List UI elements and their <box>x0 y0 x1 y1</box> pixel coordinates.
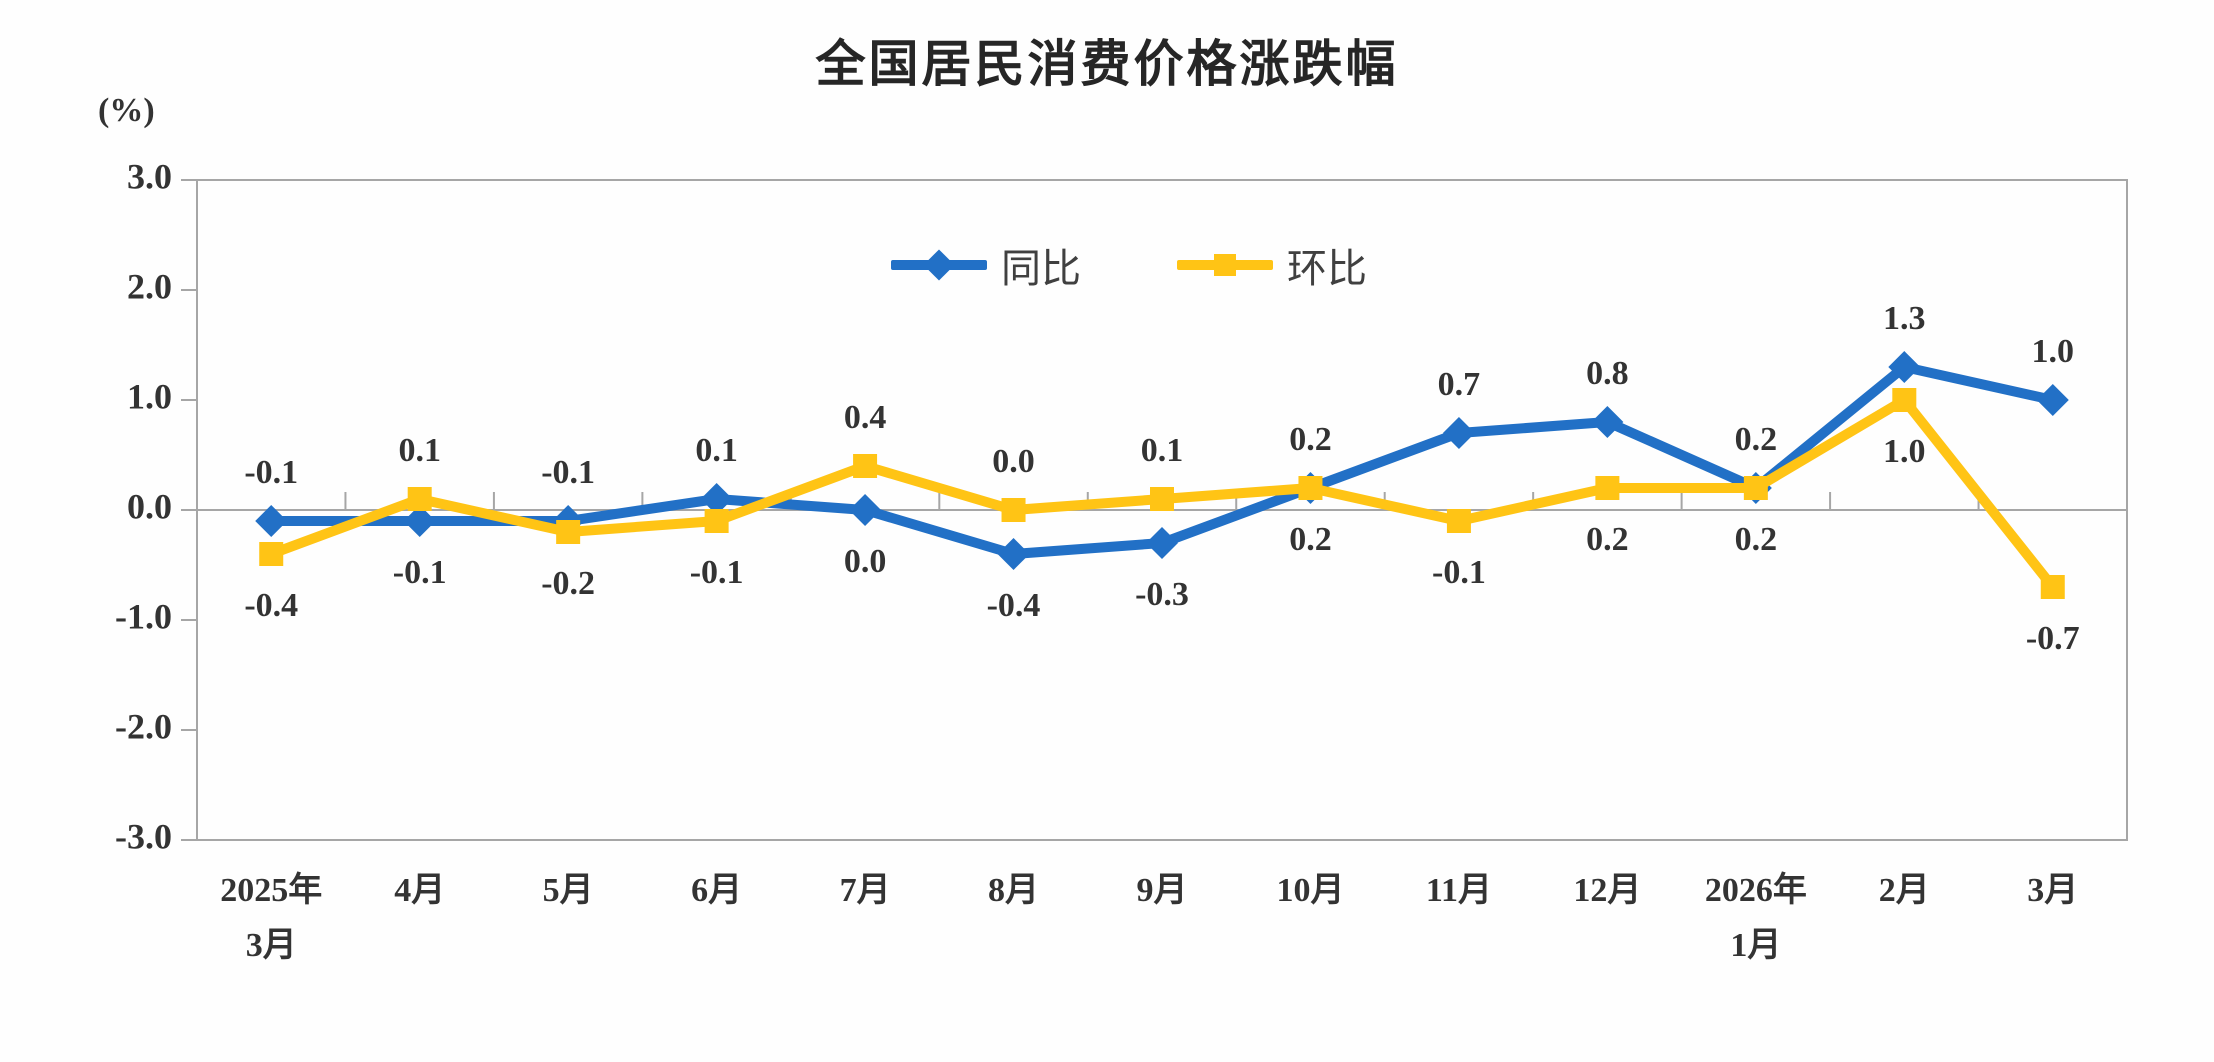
x-axis-category-label: 2025年 <box>220 871 322 909</box>
yoy-data-label: 1.3 <box>1883 300 1926 337</box>
yoy-marker-diamond <box>1442 417 1475 449</box>
mom-data-label: 0.1 <box>398 432 441 469</box>
mom-data-label: 0.1 <box>1141 432 1184 469</box>
chart-title: 全国居民消费价格涨跌幅 <box>815 36 1399 92</box>
chart-legend: 同比 环比 <box>891 236 1367 294</box>
legend-square-marker-icon <box>1214 254 1236 276</box>
yoy-data-label: -0.1 <box>393 554 447 591</box>
yoy-marker-diamond <box>849 494 882 526</box>
yoy-marker-diamond <box>997 538 1030 570</box>
mom-data-label: 0.2 <box>1586 521 1629 558</box>
mom-data-label: 0.4 <box>844 399 887 436</box>
yoy-data-label: -0.3 <box>1135 576 1189 613</box>
x-axis-category-label: 10月 <box>1276 872 1344 909</box>
y-axis-tick-label: 1.0 <box>127 376 172 416</box>
mom-data-label: 0.2 <box>1735 521 1778 558</box>
yoy-data-label: 0.7 <box>1438 366 1481 403</box>
mom-data-label: -0.1 <box>1432 554 1486 591</box>
yoy-marker-diamond <box>700 483 733 515</box>
x-axis-category-label: 8月 <box>988 872 1039 909</box>
yoy-marker-diamond <box>403 505 436 537</box>
legend-item-yoy: 同比 <box>891 236 1081 294</box>
x-axis-category-label: 11月 <box>1426 872 1492 909</box>
y-axis-tick-label: 2.0 <box>127 266 172 306</box>
y-axis-tick-label: 0.0 <box>127 486 172 526</box>
x-axis-category-label: 2026年 <box>1705 871 1807 909</box>
mom-data-label: -0.4 <box>244 587 298 624</box>
x-axis-category-label: 1月 <box>1730 927 1781 964</box>
yoy-marker-diamond <box>255 505 288 537</box>
mom-data-label: 1.0 <box>1883 433 1926 470</box>
yoy-data-label: -0.1 <box>541 454 595 491</box>
legend-diamond-marker-icon <box>923 249 955 281</box>
x-axis-category-label: 2月 <box>1879 872 1930 909</box>
x-axis-category-label: 7月 <box>840 872 891 909</box>
yoy-data-label: 0.0 <box>844 543 887 580</box>
mom-marker-square <box>407 487 432 511</box>
y-axis-unit-label: (%) <box>98 92 155 129</box>
mom-marker-square <box>853 454 878 478</box>
x-axis-category-label: 12月 <box>1573 872 1641 909</box>
yoy-data-label: 0.2 <box>1289 421 1332 458</box>
yoy-marker-diamond <box>1591 406 1624 438</box>
mom-marker-square <box>259 542 284 566</box>
mom-marker-square <box>1150 487 1174 511</box>
legend-item-mom: 环比 <box>1177 236 1367 294</box>
y-axis-tick-label: -1.0 <box>115 596 172 636</box>
mom-data-label: 0.2 <box>1289 521 1332 558</box>
yoy-marker-diamond <box>2036 384 2069 416</box>
yoy-data-label: 0.8 <box>1586 355 1629 392</box>
legend-line-sample <box>891 249 987 281</box>
legend-label: 同比 <box>1001 246 1081 291</box>
x-axis-category-label: 3月 <box>2027 872 2078 909</box>
mom-marker-square <box>1743 476 1768 500</box>
y-axis-tick-label: -2.0 <box>115 706 172 746</box>
mom-marker-square <box>1892 388 1917 412</box>
x-axis-category-label: 9月 <box>1137 872 1188 909</box>
mom-data-label: -0.2 <box>541 565 595 602</box>
mom-marker-square <box>1298 476 1323 500</box>
yoy-marker-diamond <box>1888 351 1921 383</box>
yoy-data-label: -0.1 <box>244 454 298 491</box>
x-axis-category-label: 4月 <box>394 872 445 909</box>
mom-marker-square <box>556 520 581 544</box>
yoy-marker-diamond <box>1146 527 1178 559</box>
x-axis-category-label: 6月 <box>691 872 742 909</box>
yoy-data-label: 0.1 <box>695 432 738 469</box>
mom-marker-square <box>2040 575 2065 599</box>
mom-marker-square <box>1595 476 1620 500</box>
yoy-data-label: 1.0 <box>2032 333 2075 370</box>
x-axis-category-label: 5月 <box>543 872 594 909</box>
mom-data-label: -0.7 <box>2026 620 2080 657</box>
mom-marker-square <box>1446 509 1471 533</box>
legend-label: 环比 <box>1287 246 1367 291</box>
yoy-data-label: -0.4 <box>987 587 1041 624</box>
legend-line-sample <box>1177 254 1273 276</box>
y-axis-tick-label: -3.0 <box>115 816 172 856</box>
mom-marker-square <box>704 509 729 533</box>
mom-data-label: -0.1 <box>690 554 744 591</box>
x-axis-category-label: 3月 <box>246 927 297 964</box>
mom-marker-square <box>1001 498 1026 522</box>
yoy-data-label: 0.2 <box>1735 421 1778 458</box>
mom-data-label: 0.0 <box>992 443 1035 480</box>
y-axis-tick-label: 3.0 <box>127 156 172 196</box>
